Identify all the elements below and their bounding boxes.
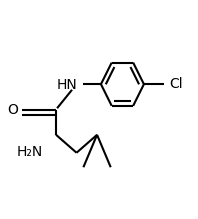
Text: H₂N: H₂N: [16, 145, 42, 159]
Text: O: O: [7, 102, 18, 117]
Text: Cl: Cl: [169, 77, 183, 91]
Text: HN: HN: [57, 78, 78, 92]
